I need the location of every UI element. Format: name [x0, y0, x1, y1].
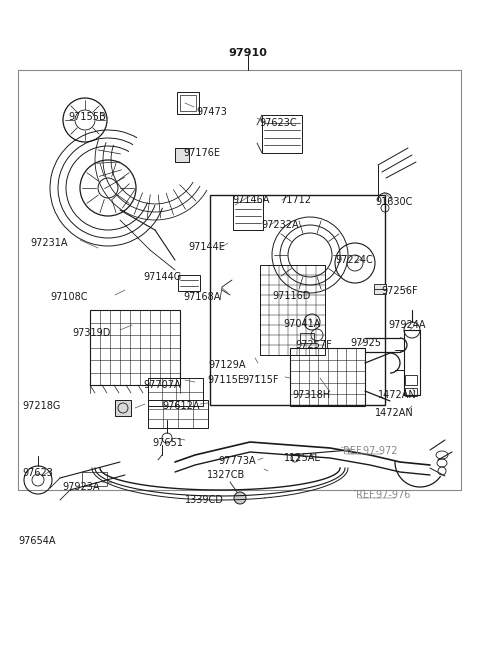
Text: 97129A: 97129A	[208, 360, 245, 370]
Bar	[405, 375, 417, 385]
Bar	[115, 400, 131, 416]
Text: REF.97-972: REF.97-972	[343, 446, 397, 456]
Text: 97256F: 97256F	[381, 286, 418, 296]
Text: 97473: 97473	[196, 107, 227, 117]
Text: 97115F: 97115F	[242, 375, 278, 385]
Text: 97146A: 97146A	[232, 195, 269, 205]
Bar	[82, 472, 107, 486]
Text: 97910: 97910	[228, 48, 267, 58]
Text: 97623: 97623	[22, 468, 53, 478]
Bar	[300, 333, 314, 343]
Bar	[404, 330, 420, 395]
Bar	[178, 275, 200, 291]
Bar	[180, 95, 196, 111]
Bar	[177, 92, 199, 114]
Text: 97612A: 97612A	[162, 401, 200, 411]
Text: 97108C: 97108C	[50, 292, 87, 302]
Text: 97651: 97651	[152, 438, 183, 448]
Text: 1125AL: 1125AL	[284, 453, 321, 463]
Text: 97319D: 97319D	[72, 328, 110, 338]
Bar	[374, 284, 386, 294]
Text: 1472AN: 1472AN	[375, 408, 414, 418]
Text: 1472AN: 1472AN	[378, 390, 417, 400]
Text: 97707A: 97707A	[143, 380, 180, 390]
Text: 97231A: 97231A	[30, 238, 68, 248]
Text: REF.97-976: REF.97-976	[356, 490, 410, 500]
Text: 97168A: 97168A	[183, 292, 220, 302]
Bar	[405, 388, 417, 396]
Text: 97257F: 97257F	[295, 340, 332, 350]
Bar	[260, 265, 325, 355]
Text: 97176E: 97176E	[183, 148, 220, 158]
Text: 97115E: 97115E	[207, 375, 244, 385]
Bar	[262, 115, 302, 153]
Text: 97144G: 97144G	[143, 272, 181, 282]
Bar	[233, 195, 263, 230]
Text: 97144E: 97144E	[188, 242, 225, 252]
Bar	[90, 310, 180, 385]
Bar	[290, 348, 365, 406]
Text: 97923A: 97923A	[62, 482, 99, 492]
Bar	[148, 400, 208, 428]
Circle shape	[234, 492, 246, 504]
Bar	[18, 70, 461, 490]
Text: 97654A: 97654A	[18, 536, 56, 546]
Text: 1339CD: 1339CD	[185, 495, 224, 505]
Text: 97041A: 97041A	[283, 319, 320, 329]
Text: 97155B: 97155B	[68, 112, 106, 122]
Text: 91630C: 91630C	[375, 197, 412, 207]
Text: 97318H: 97318H	[292, 390, 330, 400]
Bar	[210, 195, 385, 405]
Text: 1327CB: 1327CB	[207, 470, 245, 480]
Bar	[148, 378, 203, 406]
Text: 97116D: 97116D	[272, 291, 311, 301]
Text: 71712: 71712	[280, 195, 311, 205]
Text: 97623C: 97623C	[259, 118, 297, 128]
Text: 97924A: 97924A	[388, 320, 425, 330]
Text: 97218G: 97218G	[22, 401, 60, 411]
Bar	[175, 148, 189, 162]
Text: 97773A: 97773A	[218, 456, 256, 466]
Text: 97224C: 97224C	[335, 255, 373, 265]
Text: 97232A: 97232A	[261, 220, 299, 230]
Text: 97925: 97925	[350, 338, 381, 348]
